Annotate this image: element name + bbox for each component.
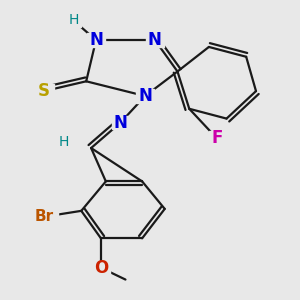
Text: Br: Br: [34, 209, 54, 224]
Bar: [146, 33, 164, 47]
Text: N: N: [148, 31, 162, 49]
Bar: [87, 33, 105, 47]
Text: H: H: [58, 135, 69, 149]
Text: S: S: [38, 82, 50, 100]
Text: H: H: [68, 14, 79, 27]
Text: N: N: [114, 113, 128, 131]
Bar: [112, 116, 129, 129]
Text: N: N: [89, 31, 103, 49]
Text: O: O: [94, 259, 108, 277]
Bar: [136, 89, 154, 103]
Bar: [34, 84, 54, 98]
Text: F: F: [211, 129, 222, 147]
Bar: [30, 210, 58, 224]
Bar: [209, 131, 225, 145]
Bar: [92, 261, 110, 274]
Bar: [66, 14, 81, 27]
Bar: [56, 135, 71, 149]
Text: N: N: [138, 87, 152, 105]
